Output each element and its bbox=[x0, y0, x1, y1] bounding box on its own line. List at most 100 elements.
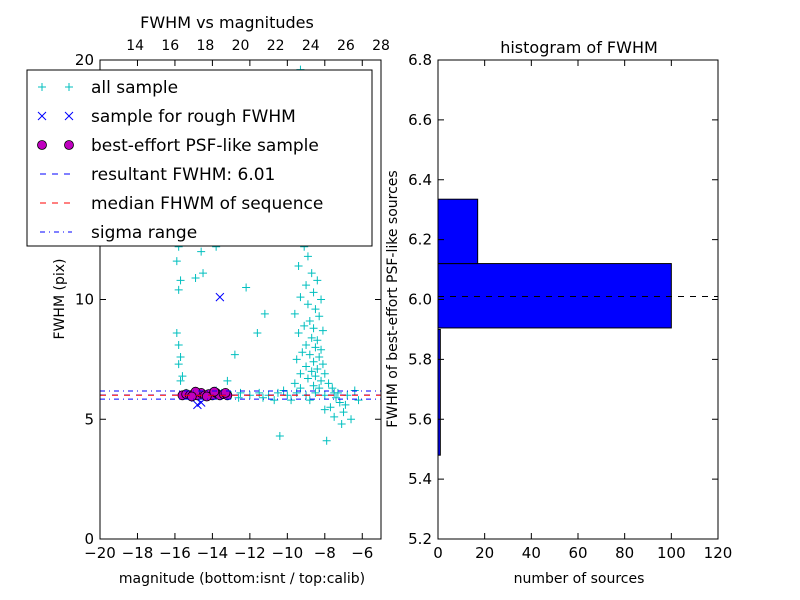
data-point bbox=[234, 393, 243, 402]
data-point bbox=[298, 348, 307, 357]
x-tick-label: −12 bbox=[234, 544, 266, 562]
data-point bbox=[320, 391, 329, 400]
legend-label: best-effort PSF-like sample bbox=[91, 136, 319, 156]
data-point bbox=[326, 403, 335, 412]
data-point bbox=[307, 367, 316, 376]
histogram-bar bbox=[437, 263, 672, 329]
top-x-tick-label: 20 bbox=[232, 38, 250, 54]
data-point bbox=[176, 376, 185, 385]
data-point bbox=[309, 381, 318, 390]
data-point bbox=[318, 326, 327, 335]
data-point bbox=[287, 396, 296, 405]
histogram-bars bbox=[437, 198, 672, 456]
legend-marker bbox=[37, 140, 47, 150]
legend-label: median FHWM of sequence bbox=[91, 194, 323, 214]
y-tick-label: 6.8 bbox=[408, 51, 432, 69]
data-point bbox=[223, 376, 232, 385]
data-point bbox=[294, 261, 303, 270]
data-point bbox=[307, 333, 316, 342]
data-point bbox=[275, 432, 284, 441]
legend-label: resultant FWHM: 6.01 bbox=[91, 165, 275, 185]
data-point bbox=[324, 379, 333, 388]
data-point bbox=[311, 305, 320, 314]
legend: all sample sample for rough FWHM best-effo… bbox=[26, 69, 373, 247]
data-point bbox=[303, 300, 312, 309]
x-tick-label: −20 bbox=[84, 544, 116, 562]
data-point bbox=[270, 396, 279, 405]
data-point bbox=[317, 295, 326, 304]
data-point bbox=[242, 283, 251, 292]
data-point bbox=[294, 329, 303, 338]
data-point bbox=[273, 388, 282, 397]
data-point bbox=[172, 329, 181, 338]
data-point bbox=[199, 269, 208, 278]
x-tick-label: −8 bbox=[314, 544, 336, 562]
data-point bbox=[176, 352, 185, 361]
scatter-y-axis-label: FWHM (pix) bbox=[52, 259, 68, 340]
legend-marker bbox=[65, 83, 73, 91]
top-x-tick-label: 18 bbox=[196, 38, 214, 54]
histogram-x-axis-label: number of sources bbox=[514, 571, 645, 587]
x-tick-label: 20 bbox=[475, 544, 494, 562]
scatter-x-axis-label: magnitude (bottom:isnt / top:calib) bbox=[119, 571, 365, 587]
data-point bbox=[320, 369, 329, 378]
legend-marker bbox=[64, 111, 74, 121]
legend-entry: resultant FWHM: 6.01 bbox=[40, 165, 275, 185]
data-point bbox=[193, 400, 202, 410]
data-point bbox=[307, 269, 316, 278]
y-tick-label: 6.6 bbox=[408, 111, 432, 129]
top-x-tick-label: 16 bbox=[161, 38, 179, 54]
data-point bbox=[253, 329, 262, 338]
legend-entry: median FHWM of sequence bbox=[40, 194, 323, 214]
legend-marker bbox=[37, 111, 47, 121]
histogram-bar bbox=[437, 198, 479, 265]
scatter-chart-fwhm-vs-magnitudes: −20 −18 −16 −14 −12 −10 −8 −6 14 16 18 20 22 24 26 28 … bbox=[26, 13, 390, 587]
x-tick-label: −10 bbox=[272, 544, 304, 562]
x-tick-label: 120 bbox=[704, 544, 733, 562]
y-tick-label: 6.2 bbox=[408, 231, 432, 249]
data-point bbox=[215, 292, 225, 302]
x-tick-label: 100 bbox=[657, 544, 686, 562]
data-point bbox=[292, 355, 301, 364]
data-point bbox=[311, 388, 320, 397]
data-point bbox=[305, 350, 314, 359]
top-x-tick-label: 22 bbox=[267, 38, 285, 54]
data-point bbox=[174, 285, 183, 294]
x-tick-label: −6 bbox=[351, 544, 373, 562]
y-tick-label: 10 bbox=[75, 291, 94, 309]
data-point bbox=[290, 379, 299, 388]
legend-label: sample for rough FWHM bbox=[91, 107, 296, 127]
top-x-tick-label: 24 bbox=[302, 38, 320, 54]
data-point bbox=[320, 405, 329, 414]
data-point bbox=[315, 312, 324, 321]
top-x-tick-label: 28 bbox=[372, 38, 390, 54]
y-tick-label: 0 bbox=[84, 530, 94, 548]
data-point bbox=[302, 362, 311, 371]
data-point bbox=[296, 293, 305, 302]
y-tick-label: 5.6 bbox=[408, 410, 432, 428]
data-point bbox=[315, 352, 324, 361]
y-tick-label: 5.4 bbox=[408, 470, 432, 488]
data-point bbox=[330, 412, 339, 421]
data-point bbox=[296, 369, 305, 378]
data-point bbox=[313, 276, 322, 285]
data-point bbox=[260, 309, 269, 318]
data-point bbox=[317, 376, 326, 385]
data-point bbox=[172, 257, 181, 266]
data-point bbox=[328, 384, 337, 393]
legend-entry: best-effort PSF-like sample bbox=[37, 136, 319, 156]
x-axis-ticks: −20 −18 −16 −14 −12 −10 −8 −6 bbox=[84, 60, 373, 562]
data-point bbox=[178, 372, 187, 381]
reference-lines bbox=[100, 390, 381, 400]
data-point bbox=[191, 273, 200, 282]
y-tick-label: 20 bbox=[75, 51, 94, 69]
x-tick-label: −14 bbox=[197, 544, 229, 562]
data-point bbox=[303, 252, 312, 261]
data-point bbox=[332, 393, 341, 402]
data-point bbox=[347, 415, 356, 424]
data-point bbox=[302, 341, 311, 350]
legend-entries: all sample sample for rough FWHM best-effo… bbox=[37, 78, 323, 243]
data-point bbox=[339, 408, 348, 417]
legend-entry: sigma range bbox=[40, 223, 197, 243]
histogram-chart-fwhm: 0 20 40 60 80 100 120 5.2 5.4 5.6 5.8 6.0 6.2 6.4 6.6… bbox=[385, 38, 732, 587]
